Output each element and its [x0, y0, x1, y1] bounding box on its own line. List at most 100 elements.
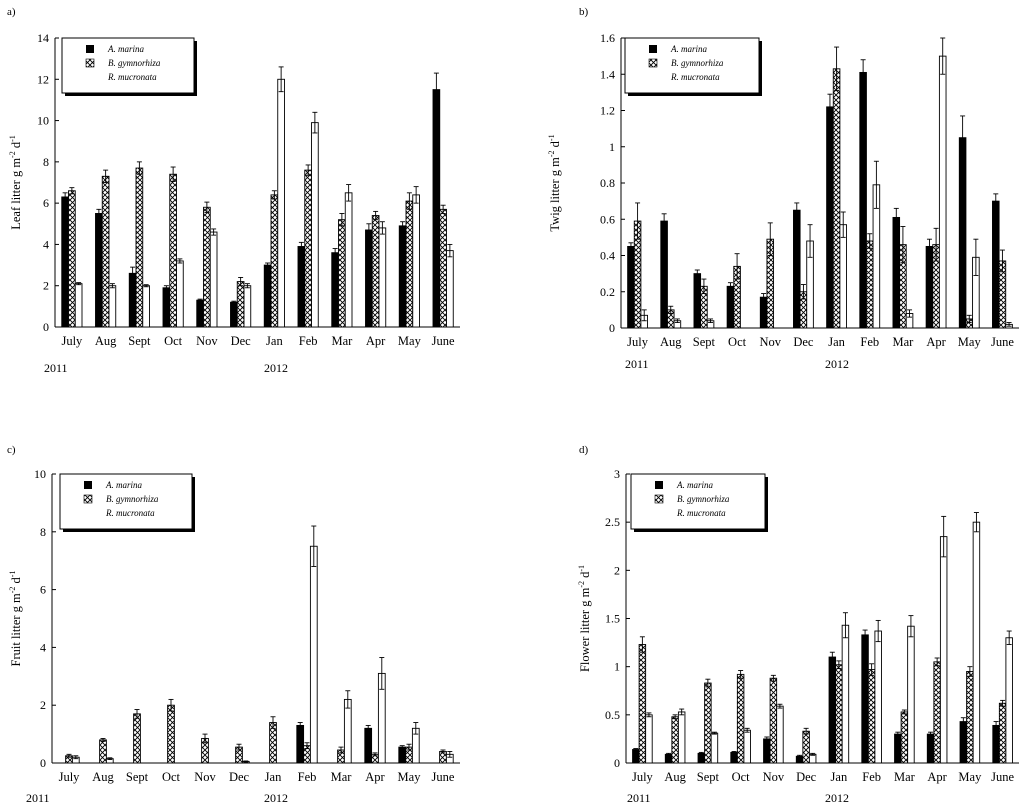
x-tick-label: May: [398, 334, 422, 348]
bar-b-gymnorhiza: [439, 208, 447, 328]
legend-label: B. gymnorhiza: [108, 58, 161, 68]
bar-a-marina: [95, 213, 103, 328]
bar-r-mucronata: [243, 285, 252, 328]
x-tick-label: July: [627, 335, 649, 349]
x-tick-label: Apr: [926, 335, 946, 349]
legend-swatch-a-marina: [86, 45, 94, 53]
x-tick-label: Aug: [92, 770, 114, 784]
bar-a-marina: [894, 733, 902, 764]
y-axis-label: Fruit litter g m-2 d-1: [8, 571, 23, 667]
chart-panel-c: c) 0 2 4 6 8 10 Fruit litter g m-2 d-1 July Aug Se…: [0, 430, 511, 808]
bar-r-mucronata: [378, 227, 387, 328]
bar-a-marina: [925, 245, 934, 329]
y-tick-label: 14: [37, 31, 49, 45]
twig-litter-chart: b) 0 0.2 0.4 0.6 0.8 1 1.2 1.4 1.6 Twig litter g m…: [547, 6, 1019, 371]
y-tick-label: 0: [614, 756, 620, 770]
bar-r-mucronata: [874, 630, 882, 764]
y-tick-label: 2: [614, 563, 620, 577]
bar-b-gymnorhiza: [167, 704, 175, 764]
y-tick-label: 2: [43, 279, 49, 293]
x-tick-label: June: [991, 770, 1014, 784]
bar-a-marina: [398, 225, 407, 328]
bar-r-mucronata: [1005, 637, 1013, 764]
bar-r-mucronata: [907, 625, 915, 764]
bar-a-marina: [398, 746, 407, 764]
bar-a-marina: [730, 751, 738, 764]
x-tick-label: Dec: [796, 770, 817, 784]
y-tick-label: 0.8: [600, 176, 615, 190]
y-tick-label: 4: [43, 237, 49, 251]
x-tick-label: Feb: [860, 335, 879, 349]
y-tick-label: 1.2: [600, 104, 615, 118]
bar-a-marina: [828, 656, 837, 764]
x-tick-label: Apr: [927, 770, 947, 784]
bar-b-gymnorhiza: [68, 190, 76, 328]
legend-label: A. marina: [676, 480, 714, 490]
x-tick-label: Mar: [894, 770, 916, 784]
x-tick-label: June: [432, 334, 455, 348]
bar-b-gymnorhiza: [998, 702, 1007, 764]
y-tick-label: 8: [40, 525, 46, 539]
bar-r-mucronata: [710, 732, 719, 764]
legend-swatch-a-marina: [649, 45, 657, 53]
y-tick-label: 1.4: [600, 67, 615, 81]
bar-r-mucronata: [309, 545, 318, 764]
bar-r-mucronata: [839, 224, 847, 329]
x-tick-label: Jan: [828, 335, 845, 349]
bar-r-mucronata: [841, 624, 850, 764]
x-tick-label: Mar: [893, 335, 915, 349]
x-tick-label: Oct: [732, 770, 751, 784]
y-tick-label: 12: [37, 72, 49, 86]
bar-r-mucronata: [677, 711, 686, 764]
legend-swatch-b-gymnorhiza: [648, 58, 658, 68]
bar-b-gymnorhiza: [338, 219, 346, 328]
legend-label: A. marina: [105, 480, 143, 490]
bar-a-marina: [128, 272, 137, 328]
bar-r-mucronata: [412, 194, 420, 328]
bar-b-gymnorhiza: [832, 68, 841, 329]
bar-b-gymnorhiza: [236, 281, 245, 328]
bar-a-marina: [763, 738, 771, 764]
x-tick-label: Apr: [366, 334, 386, 348]
bar-a-marina: [365, 229, 373, 328]
bar-a-marina: [263, 264, 272, 328]
bar-a-marina: [759, 296, 768, 329]
bar-a-marina: [61, 196, 69, 328]
x-tick-label: Feb: [298, 770, 317, 784]
bar-a-marina: [926, 733, 935, 764]
x-tick-label: Nov: [194, 770, 216, 784]
bar-a-marina: [793, 209, 801, 329]
bar-a-marina: [859, 71, 867, 329]
bar-b-gymnorhiza: [99, 739, 107, 764]
legend-swatch-r-mucronata: [648, 72, 658, 82]
year-label-2012: 2012: [825, 791, 849, 805]
bar-a-marina: [230, 301, 238, 328]
bar-a-marina: [632, 749, 640, 764]
y-tick-label: 10: [34, 467, 46, 481]
panel-label: d): [579, 444, 589, 456]
legend-box: [61, 37, 195, 94]
bar-b-gymnorhiza: [835, 664, 843, 764]
chart-panel-d: d) 0 0.5 1 1.5 2 2.5 3 Flower litter g m-2 d-1 Ju…: [511, 430, 1023, 808]
y-tick-label: 0.5: [605, 708, 620, 722]
x-tick-label: Jan: [266, 334, 283, 348]
y-tick-label: 2: [40, 698, 46, 712]
y-tick-label: 1: [614, 660, 620, 674]
y-tick-label: 0.6: [600, 212, 615, 226]
legend-label: A. marina: [670, 44, 708, 54]
bar-a-marina: [627, 245, 635, 329]
bar-b-gymnorhiza: [802, 730, 810, 764]
panel-label: b): [579, 6, 589, 18]
x-tick-label: Sept: [128, 334, 151, 348]
bar-a-marina: [959, 721, 968, 764]
bar-r-mucronata: [74, 283, 83, 328]
x-tick-label: Oct: [162, 770, 181, 784]
chart-panel-b: b) 0 0.2 0.4 0.6 0.8 1 1.2 1.4 1.6 Twig litter g m…: [511, 0, 1023, 390]
panel-label: a): [7, 6, 16, 18]
x-tick-label: May: [958, 335, 982, 349]
panel-label: c): [7, 444, 16, 456]
x-tick-label: Jan: [265, 770, 282, 784]
legend-label: R. mucronata: [105, 508, 155, 518]
bar-a-marina: [958, 137, 967, 329]
bar-b-gymnorhiza: [270, 194, 279, 328]
